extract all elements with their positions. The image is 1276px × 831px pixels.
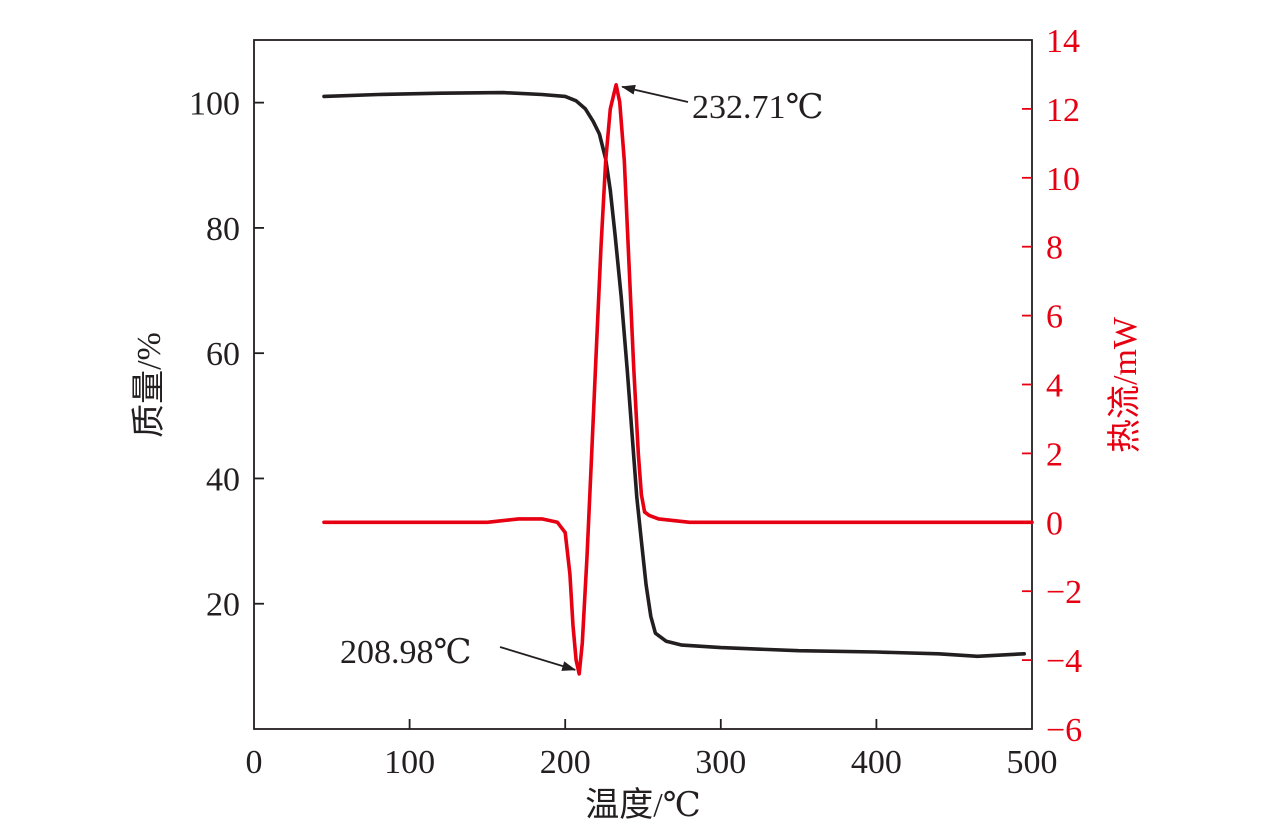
y-right-tick-label: −6 bbox=[1046, 712, 1082, 749]
x-tick-label: 0 bbox=[246, 744, 263, 781]
y-left-tick-label: 100 bbox=[189, 86, 240, 123]
plot-frame bbox=[253, 39, 1033, 730]
y-left-tick-label: 20 bbox=[206, 587, 240, 624]
x-tick-label: 400 bbox=[851, 744, 902, 781]
x-tick-label: 500 bbox=[1007, 744, 1058, 781]
y-right-tick-label: 6 bbox=[1046, 299, 1063, 336]
y-right-tick-label: 12 bbox=[1046, 92, 1080, 129]
series-layer bbox=[322, 83, 1034, 676]
y-right-tick-label: 0 bbox=[1046, 505, 1063, 542]
heat-flow-curve bbox=[322, 83, 1034, 676]
x-axis-title: 温度/℃ bbox=[585, 786, 700, 824]
x-tick-label: 300 bbox=[695, 744, 746, 781]
tick-labels: 0 100 200 300 400 500 20 40 60 80 100 −6 −4 −2 0 2 4 6 8 10… bbox=[189, 23, 1082, 781]
y-right-tick-label: 14 bbox=[1046, 23, 1080, 60]
peak-annotation: 232.71℃ bbox=[692, 89, 824, 126]
mass-curve bbox=[322, 90, 1026, 659]
y-right-tick-label: −4 bbox=[1046, 643, 1082, 680]
y-right-tick-label: 10 bbox=[1046, 161, 1080, 198]
x-tick-label: 100 bbox=[384, 744, 435, 781]
y-right-tick-label: 8 bbox=[1046, 230, 1063, 267]
y-axis-left-title: 质量/% bbox=[131, 332, 168, 438]
y-left-tick-label: 40 bbox=[206, 461, 240, 498]
y-left-tick-label: 60 bbox=[206, 336, 240, 373]
x-tick-label: 200 bbox=[540, 744, 591, 781]
annotation-arrow bbox=[499, 646, 577, 671]
y-right-tick-label: 4 bbox=[1046, 368, 1063, 405]
annotation-layer: 232.71℃ 208.98℃ bbox=[340, 84, 824, 671]
y-right-tick-label: −2 bbox=[1046, 574, 1082, 611]
y-left-tick-label: 80 bbox=[206, 211, 240, 248]
y-right-tick-label: 2 bbox=[1046, 436, 1063, 473]
annotation-arrow bbox=[621, 84, 689, 103]
trough-annotation: 208.98℃ bbox=[340, 634, 472, 671]
y-axis-right-title: 热流/mW bbox=[1106, 316, 1144, 453]
